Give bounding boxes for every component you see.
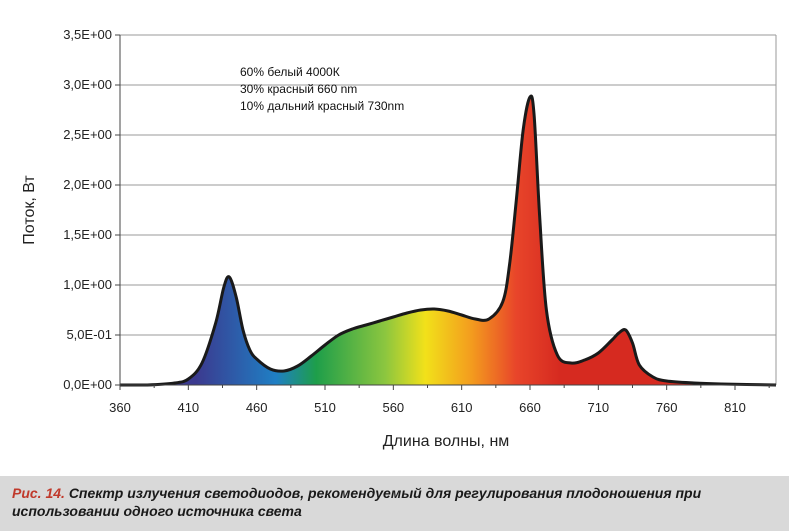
spectrum-fill-area: [120, 95, 776, 385]
caption-text-block: Рис. 14. Спектр излучения светодиодов, р…: [12, 484, 772, 520]
legend-annotation: 60% белый 4000К: [240, 65, 340, 79]
y-tick-label: 2,0E+00: [63, 177, 112, 192]
legend-annotation: 10% дальний красный 730nm: [240, 99, 404, 113]
y-tick-label: 1,0E+00: [63, 277, 112, 292]
y-tick-label: 5,0E-01: [66, 327, 112, 342]
y-tick-label: 0,0E+00: [63, 377, 112, 392]
x-tick-label: 710: [587, 400, 609, 415]
y-tick-label: 3,0E+00: [63, 77, 112, 92]
y-tick-label: 1,5E+00: [63, 227, 112, 242]
x-tick-label: 410: [177, 400, 199, 415]
legend-annotation: 30% красный 660 nm: [240, 82, 357, 96]
caption-label: Рис. 14.: [12, 485, 65, 501]
x-tick-label: 510: [314, 400, 336, 415]
x-tick-label: 460: [246, 400, 268, 415]
x-tick-label: 660: [519, 400, 541, 415]
x-tick-label: 610: [451, 400, 473, 415]
x-tick-label: 760: [656, 400, 678, 415]
x-tick-label: 560: [382, 400, 404, 415]
y-axis-title: Поток, Вт: [21, 175, 38, 245]
caption-body: Спектр излучения светодиодов, рекомендуе…: [12, 485, 702, 519]
x-tick-label: 360: [109, 400, 131, 415]
x-tick-label: 810: [724, 400, 746, 415]
spectrum-line: [120, 94, 777, 387]
spectrum-chart: 0,0E+00 5,0E-01 1,0E+00 1,5E+00 2,0E+00 2,5E+…: [21, 27, 777, 450]
figure-caption: Рис. 14. Спектр излучения светодиодов, р…: [0, 476, 789, 531]
y-tick-label: 3,5E+00: [63, 27, 112, 42]
x-axis-title: Длина волны, нм: [383, 433, 510, 450]
y-tick-label: 2,5E+00: [63, 127, 112, 142]
